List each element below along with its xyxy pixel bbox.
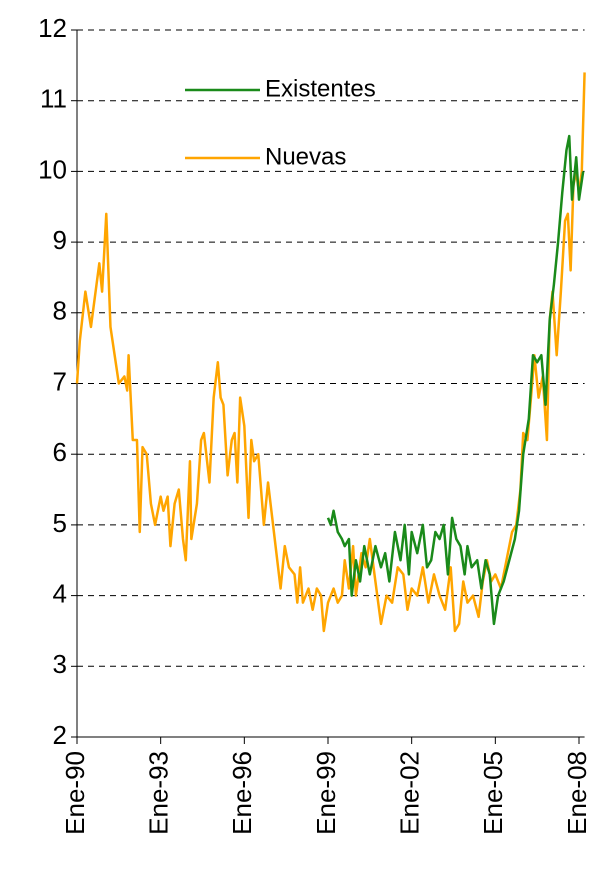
x-tick-label: Ene-93 bbox=[144, 751, 174, 835]
y-tick-label: 5 bbox=[53, 508, 67, 538]
y-tick-label: 6 bbox=[53, 437, 67, 467]
series-line bbox=[75, 72, 586, 633]
legend-label: Existentes bbox=[265, 75, 376, 102]
y-tick-label: 4 bbox=[53, 578, 67, 608]
x-tick-label: Ene-02 bbox=[395, 751, 425, 835]
y-tick-label: 7 bbox=[53, 366, 67, 396]
y-tick-label: 3 bbox=[53, 649, 67, 679]
y-tick-label: 8 bbox=[53, 296, 67, 326]
y-tick-label: 12 bbox=[38, 13, 67, 43]
x-tick-label: Ene-05 bbox=[478, 751, 508, 835]
x-tick-label: Ene-08 bbox=[562, 751, 591, 835]
y-tick-label: 2 bbox=[53, 720, 67, 750]
x-tick-label: Ene-99 bbox=[311, 751, 341, 835]
y-tick-label: 9 bbox=[53, 225, 67, 255]
series-line bbox=[326, 134, 585, 626]
y-tick-label: 10 bbox=[38, 154, 67, 184]
y-tick-label: 11 bbox=[40, 84, 67, 114]
x-tick-label: Ene-90 bbox=[60, 751, 90, 835]
legend-label: Nuevas bbox=[265, 143, 346, 170]
x-tick-label: Ene-96 bbox=[227, 751, 257, 835]
